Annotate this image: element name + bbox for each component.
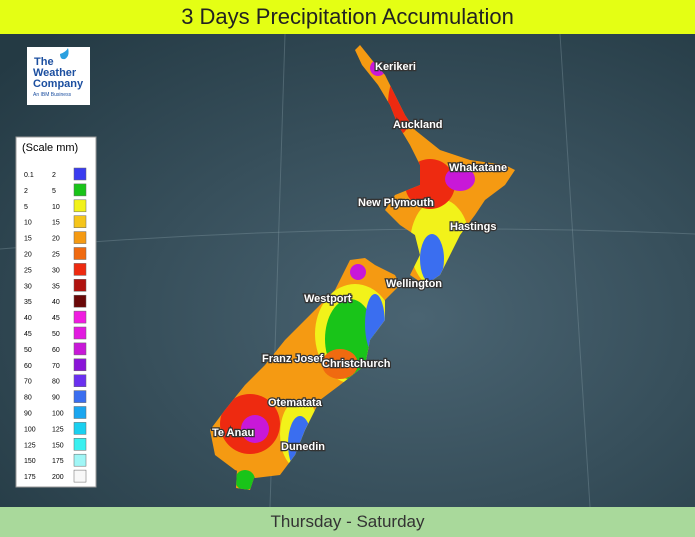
logo-tagline: An IBM Business	[33, 92, 72, 98]
city-label: Kerikeri	[375, 61, 416, 73]
city-label: Te Anau	[212, 427, 254, 439]
legend-from: 10	[24, 220, 32, 227]
legend-from: 25	[24, 267, 32, 274]
city-label: Franz Josef	[262, 353, 323, 365]
city-label: Westport	[304, 293, 352, 305]
legend-title: (Scale mm)	[22, 142, 78, 154]
legend-swatch	[73, 469, 87, 483]
legend-to: 35	[52, 283, 60, 290]
legend-swatch	[73, 326, 87, 340]
logo-box	[27, 47, 90, 105]
legend-from: 20	[24, 252, 32, 259]
legend-to: 150	[52, 442, 64, 449]
legend-swatch	[73, 310, 87, 324]
logo-text: The	[34, 56, 54, 68]
legend-to: 50	[52, 331, 60, 338]
legend-swatch	[73, 390, 87, 403]
legend-to: 20	[52, 236, 60, 243]
logo-drop	[60, 48, 69, 60]
legend-from: 15	[24, 236, 32, 243]
legend-from: 125	[24, 442, 36, 449]
city-label: Dunedin	[281, 441, 325, 453]
legend-from: 90	[24, 411, 32, 418]
legend-from: 80	[24, 395, 32, 402]
city-label: Whakatane	[449, 162, 507, 174]
legend-from: 2	[24, 188, 28, 195]
legend-swatch	[73, 358, 87, 372]
legend-to: 45	[52, 315, 60, 322]
legend-to: 10	[52, 204, 60, 211]
period: Thursday - Saturday	[0, 507, 695, 537]
legend-to: 40	[52, 299, 60, 306]
legend-swatch	[73, 422, 87, 435]
legend-from: 5	[24, 204, 28, 211]
legend-from: 40	[24, 315, 32, 322]
legend-to: 70	[52, 363, 60, 370]
legend-to: 2	[52, 172, 56, 179]
legend-from: 100	[24, 426, 36, 433]
city-label: Otematata	[268, 397, 323, 409]
legend-swatch	[73, 406, 87, 419]
legend-swatch	[73, 263, 87, 276]
legend-swatch	[73, 342, 87, 356]
legend-swatch	[73, 294, 87, 308]
legend-to: 30	[52, 267, 60, 274]
legend-swatch	[73, 438, 87, 451]
legend-to: 15	[52, 220, 60, 227]
legend-from: 60	[24, 363, 32, 370]
legend-swatch	[73, 453, 87, 467]
title: 3 Days Precipitation Accumulation	[0, 0, 695, 34]
legend-swatch	[73, 183, 87, 197]
legend-swatch	[73, 279, 87, 292]
legend-swatch	[73, 199, 87, 213]
legend-swatch	[73, 247, 87, 260]
legend-to: 60	[52, 347, 60, 354]
legend-to: 5	[52, 188, 56, 195]
legend-from: 30	[24, 283, 32, 290]
legend-from: 50	[24, 347, 32, 354]
legend-to: 25	[52, 252, 60, 259]
legend-swatch	[73, 215, 87, 228]
city-label: Auckland	[393, 119, 443, 131]
logo-text: Company	[33, 78, 84, 90]
legend-from: 70	[24, 379, 32, 386]
city-label: Hastings	[450, 221, 496, 233]
legend-from: 150	[24, 458, 36, 465]
map: The Weather Company An IBM Business (Sca…	[0, 34, 695, 507]
legend-swatch	[73, 231, 87, 244]
legend-swatch	[73, 374, 87, 387]
city-label: Wellington	[386, 278, 442, 290]
legend-from: 0.1	[24, 172, 34, 179]
legend-to: 125	[52, 426, 64, 433]
legend-from: 45	[24, 331, 32, 338]
legend-from: 35	[24, 299, 32, 306]
logo-text: Weather	[33, 67, 77, 79]
legend-to: 200	[52, 474, 64, 481]
legend-to: 80	[52, 379, 60, 386]
legend-to: 90	[52, 395, 60, 402]
city-label: Christchurch	[322, 358, 391, 370]
legend-swatch	[73, 167, 87, 181]
city-label: New Plymouth	[358, 197, 434, 209]
legend-to: 100	[52, 411, 64, 418]
legend-from: 175	[24, 474, 36, 481]
legend-to: 175	[52, 458, 64, 465]
